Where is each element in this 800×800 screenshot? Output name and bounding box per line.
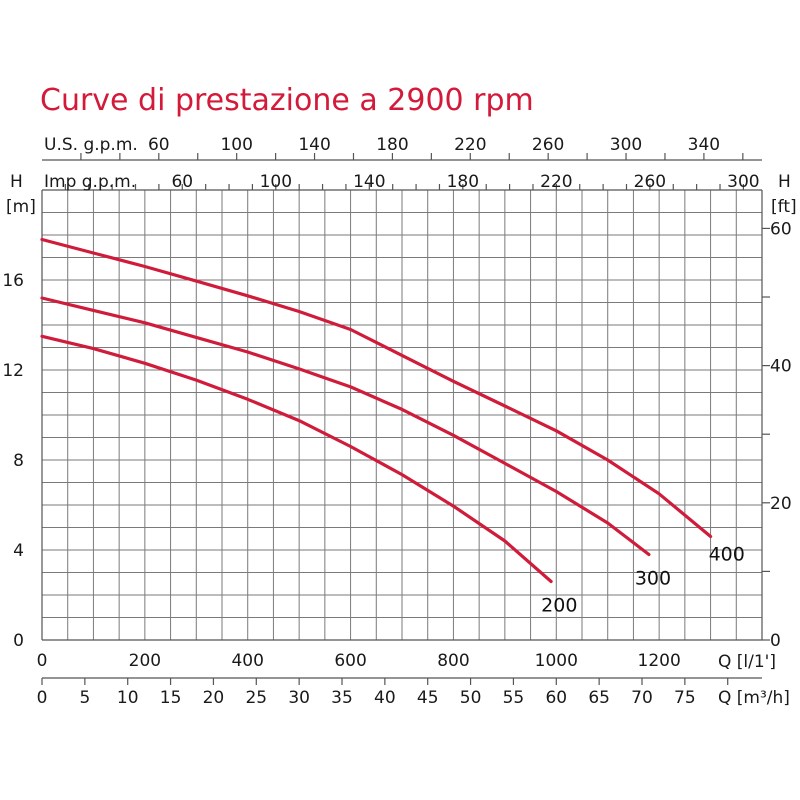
impgpm-tick-label: 220 xyxy=(540,172,572,192)
x-m3h-tick-label: 75 xyxy=(674,688,696,708)
x-lmin-tick-label: 600 xyxy=(334,651,366,671)
impgpm-tick-label: 180 xyxy=(447,172,479,192)
x-m3h-tick-label: 0 xyxy=(37,688,48,708)
y-left-tick-label: 4 xyxy=(13,541,24,561)
y-right-tick-label: 60 xyxy=(770,219,792,239)
x-m3h-tick-label: 5 xyxy=(79,688,90,708)
impgpm-axis-label: Imp g.p.m. xyxy=(44,172,136,192)
impgpm-tick-label: 60 xyxy=(171,172,193,192)
y-left-tick-label: 16 xyxy=(2,271,24,291)
usgpm-tick-label: 340 xyxy=(688,135,720,155)
y-left-tick-label: 8 xyxy=(13,451,24,471)
x-m3h-tick-label: 55 xyxy=(503,688,525,708)
impgpm-tick-label: 100 xyxy=(260,172,292,192)
curve-label-200: 200 xyxy=(541,595,577,617)
usgpm-tick-label: 260 xyxy=(532,135,564,155)
curve-300 xyxy=(40,296,651,557)
usgpm-tick-label: 300 xyxy=(610,135,642,155)
x-m3h-tick-label: 40 xyxy=(374,688,396,708)
q-lmin-axis-label: Q [l/1'] xyxy=(718,652,776,672)
x-lmin-tick-label: 800 xyxy=(437,651,469,671)
x-m3h-tick-label: 20 xyxy=(203,688,225,708)
usgpm-axis-label: U.S. g.p.m. xyxy=(44,135,138,155)
x-lmin-tick-label: 200 xyxy=(129,651,161,671)
curve-200 xyxy=(40,334,553,584)
x-m3h-tick-label: 45 xyxy=(417,688,439,708)
x-m3h-tick-label: 30 xyxy=(288,688,310,708)
left-unit-label: [m] xyxy=(6,197,36,217)
left-h-label: H xyxy=(10,172,23,192)
x-m3h-tick-label: 65 xyxy=(588,688,610,708)
x-lmin-tick-label: 1200 xyxy=(638,651,681,671)
impgpm-tick-label: 300 xyxy=(727,172,759,192)
curve-label-300: 300 xyxy=(635,568,671,590)
usgpm-tick-label: 220 xyxy=(454,135,486,155)
x-m3h-tick-label: 15 xyxy=(160,688,182,708)
chart-grid xyxy=(41,189,763,641)
x-m3h-tick-label: 35 xyxy=(331,688,353,708)
y-right-tick-label: 0 xyxy=(770,631,781,651)
y-right-tick-label: 20 xyxy=(770,494,792,514)
right-h-label: H xyxy=(778,172,791,192)
chart-title: Curve di prestazione a 2900 rpm xyxy=(40,83,534,118)
x-m3h-tick-label: 50 xyxy=(460,688,482,708)
usgpm-tick-label: 180 xyxy=(376,135,408,155)
usgpm-tick-label: 100 xyxy=(220,135,252,155)
curve-label-400: 400 xyxy=(709,544,745,566)
impgpm-tick-label: 260 xyxy=(634,172,666,192)
y-right-tick-label: 40 xyxy=(770,357,792,377)
x-lmin-tick-label: 400 xyxy=(231,651,263,671)
x-lmin-tick-label: 0 xyxy=(37,651,48,671)
x-m3h-tick-label: 10 xyxy=(117,688,139,708)
x-m3h-tick-label: 60 xyxy=(545,688,567,708)
chart-curves: 200 300 400 xyxy=(40,237,745,617)
x-m3h-tick-label: 25 xyxy=(245,688,267,708)
usgpm-tick-label: 60 xyxy=(148,135,170,155)
q-m3h-axis-label: Q [m³/h] xyxy=(718,688,790,708)
impgpm-tick-label: 140 xyxy=(353,172,385,192)
y-left-tick-label: 12 xyxy=(2,361,24,381)
x-lmin-tick-label: 1000 xyxy=(535,651,578,671)
usgpm-tick-label: 140 xyxy=(298,135,330,155)
y-left-tick-label: 0 xyxy=(13,631,24,651)
right-unit-label: [ft] xyxy=(771,197,797,217)
x-m3h-tick-label: 70 xyxy=(631,688,653,708)
curve-400 xyxy=(40,237,713,539)
chart-axis-labels: U.S. g.p.m. Imp g.p.m. H [m] H [ft] Q [l… xyxy=(6,135,797,708)
